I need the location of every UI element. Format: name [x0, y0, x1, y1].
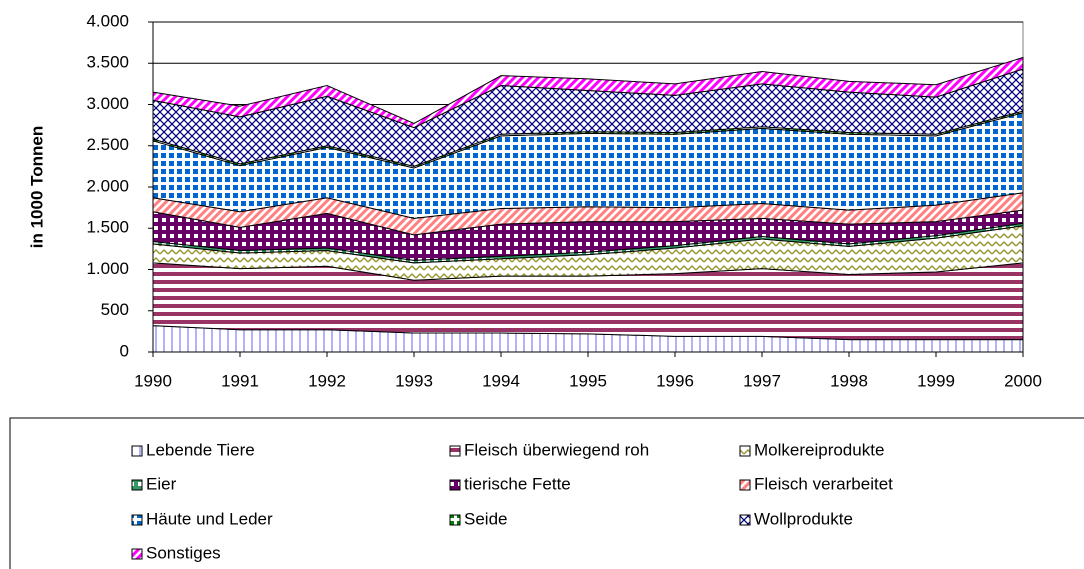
- x-tick-label: 1997: [743, 371, 781, 390]
- y-tick-label: 3.500: [86, 53, 129, 72]
- legend-swatch: [449, 445, 461, 457]
- x-tick-label: 1992: [308, 371, 346, 390]
- legend-swatch: [131, 445, 143, 457]
- legend-box: [9, 417, 1084, 569]
- legend-swatch: [449, 514, 461, 526]
- y-tick-label: 1.000: [86, 259, 129, 278]
- x-tick-label: 1995: [569, 371, 607, 390]
- legend-swatch: [739, 514, 751, 526]
- legend-label: Lebende Tiere: [146, 440, 255, 459]
- y-tick-label: 500: [101, 300, 129, 319]
- x-tick-label: 1999: [917, 371, 955, 390]
- legend-label: Molkereiprodukte: [754, 440, 884, 459]
- legend-swatch: [449, 479, 461, 491]
- x-tick-label: 1993: [395, 371, 433, 390]
- y-tick-label: 4.000: [86, 11, 129, 30]
- x-tick-label: 1994: [482, 371, 520, 390]
- legend-label: tierische Fette: [464, 474, 571, 493]
- legend-label: Wollprodukte: [754, 509, 853, 528]
- y-tick-label: 2.500: [86, 135, 129, 154]
- legend-label: Fleisch verarbeitet: [754, 474, 893, 493]
- x-tick-label: 1996: [656, 371, 694, 390]
- y-tick-label: 3.000: [86, 94, 129, 113]
- legend-swatch: [739, 479, 751, 491]
- area: [152, 56, 1024, 129]
- legend-label: Eier: [146, 474, 177, 493]
- legend-label: Fleisch überwiegend roh: [464, 440, 649, 459]
- legend-swatch: [131, 514, 143, 526]
- y-tick-label: 1.500: [86, 218, 129, 237]
- legend-swatch: [131, 479, 143, 491]
- x-tick-label: 1998: [830, 371, 868, 390]
- legend-swatch: [131, 548, 143, 560]
- legend-label: Sonstiges: [146, 543, 221, 562]
- x-tick-label: 1991: [221, 371, 259, 390]
- legend-label: Häute und Leder: [146, 509, 273, 528]
- x-tick-label: 2000: [1004, 371, 1042, 390]
- legend-label: Seide: [464, 509, 507, 528]
- legend-swatch: [739, 445, 751, 457]
- x-tick-label: 1990: [134, 371, 172, 390]
- y-axis-label: in 1000 Tonnen: [27, 126, 46, 249]
- y-tick-label: 0: [120, 341, 129, 360]
- y-tick-label: 2.000: [86, 176, 129, 195]
